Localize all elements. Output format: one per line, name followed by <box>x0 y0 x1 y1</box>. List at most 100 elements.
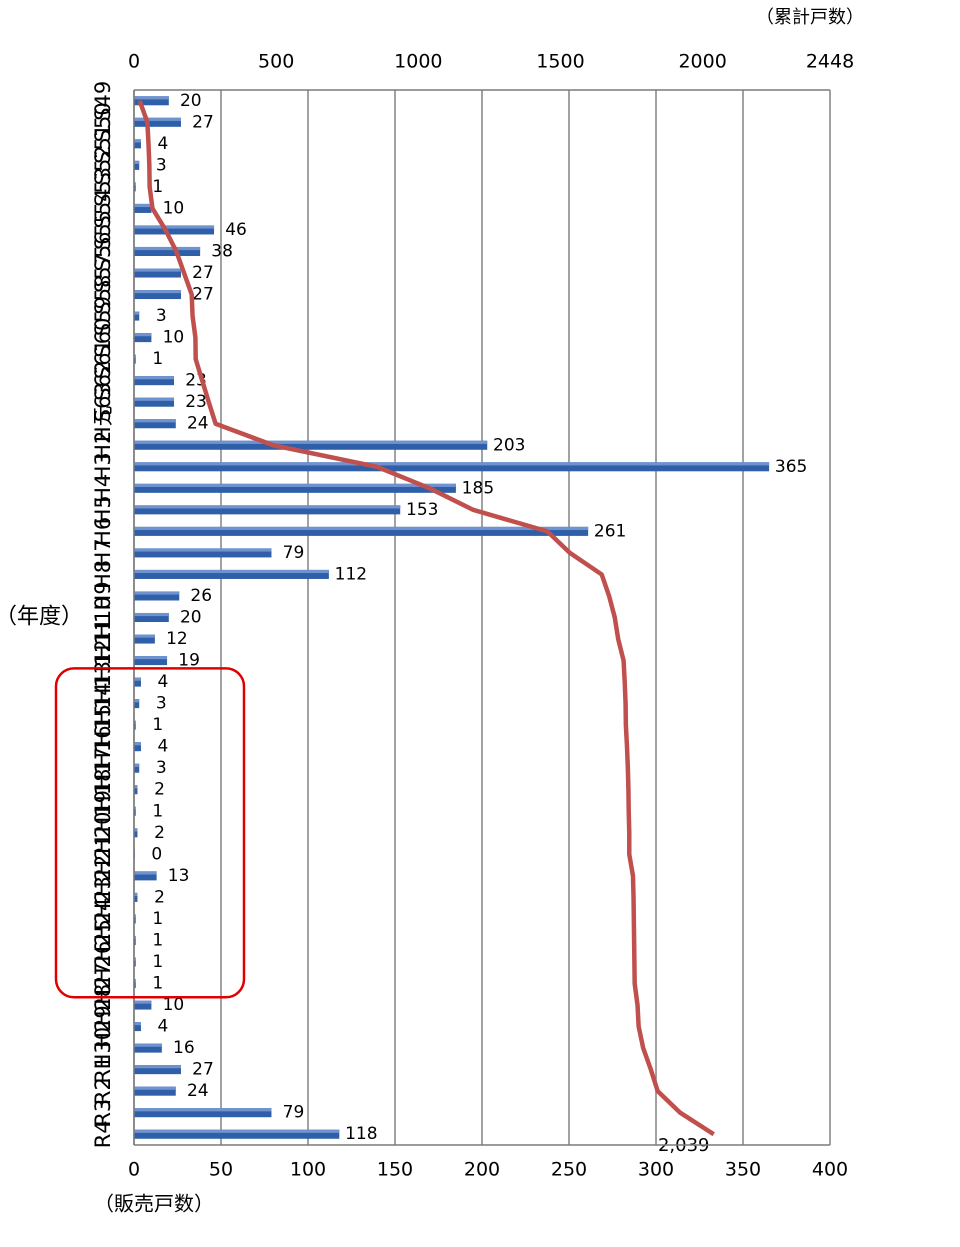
bar-highlight <box>134 483 456 487</box>
bar-highlight <box>134 440 488 444</box>
category-tick-label: S50 <box>91 102 115 142</box>
category-tick-label: H29 <box>91 1005 115 1048</box>
bar-highlight <box>134 333 152 337</box>
category-tick-label: H23 <box>91 876 115 919</box>
bar-data-label: 12 <box>166 629 188 649</box>
category-tick-labels: S49S50S51S52S53S54S55S56S57S58S59S60S61S… <box>91 81 115 1148</box>
bar-highlight <box>134 1108 272 1112</box>
bar-data-label: 13 <box>168 866 190 886</box>
category-tick-label: S60 <box>91 318 115 358</box>
bar-data-label: 261 <box>594 521 626 541</box>
bar-data-label: 79 <box>283 1103 305 1123</box>
bar-highlight <box>134 376 175 380</box>
bar-data-label: 10 <box>163 995 185 1015</box>
left-tick-label: 50 <box>209 1159 233 1181</box>
bar-data-label: 27 <box>192 285 214 305</box>
bar-data-label: 0 <box>151 844 162 864</box>
left-axis-tick-labels: 0 50 100 150 200 250 300 350 400 <box>128 1159 848 1181</box>
gridlines <box>133 90 831 1145</box>
category-tick-label: S55 <box>91 210 115 250</box>
bar-highlight <box>134 1022 141 1026</box>
bar-data-label: 203 <box>493 435 525 455</box>
category-tick-label: H3 <box>91 452 115 481</box>
category-tick-label: H21 <box>91 833 115 876</box>
category-tick-label: H6 <box>91 517 115 546</box>
left-tick-label: 200 <box>464 1159 500 1181</box>
category-tick-label: H28 <box>91 984 115 1027</box>
category-tick-label: S57 <box>91 253 115 293</box>
bar-highlight <box>133 892 138 897</box>
bar-data-label: 79 <box>283 543 305 563</box>
category-tick-label: H16 <box>91 725 115 768</box>
category-tick-label: R4 <box>91 1120 115 1148</box>
cumulative-line-series: 2,039 <box>137 100 715 1156</box>
category-tick-label: H4 <box>91 474 115 503</box>
bar-highlight <box>134 1129 340 1133</box>
right-tick-label: 2000 <box>678 51 726 73</box>
y-axis-title: （販売戸数） <box>94 1192 214 1216</box>
bar-highlight <box>133 591 180 595</box>
right-tick-label: 1500 <box>536 51 584 73</box>
bar-highlight <box>133 117 181 121</box>
category-tick-label: H10 <box>91 596 115 639</box>
bar-data-label: 4 <box>158 672 169 692</box>
bar-highlight <box>134 677 141 681</box>
category-tick-label: R2 <box>91 1077 115 1105</box>
category-tick-label: S58 <box>91 275 115 315</box>
right-tick-label: 1000 <box>394 51 442 73</box>
bar-data-label: 112 <box>335 564 367 584</box>
category-tick-label: S54 <box>91 188 115 228</box>
bar-data-label: 185 <box>462 478 494 498</box>
bar-highlight <box>134 526 589 531</box>
bar-highlight <box>134 634 155 638</box>
category-tick-label: H12 <box>91 639 115 682</box>
bar-data-label: 46 <box>225 220 247 240</box>
category-tick-label: S63 <box>91 382 115 422</box>
bar-data-label: 24 <box>187 414 209 434</box>
category-tick-label: S61 <box>91 339 115 379</box>
bar-highlight <box>133 785 138 789</box>
y2-axis-title: （累計戸数） <box>756 7 864 28</box>
bar-data-label: 1 <box>152 349 163 369</box>
line-end-label: 2,039 <box>658 1135 710 1156</box>
left-tick-label: 300 <box>638 1159 674 1181</box>
category-tick-label: H22 <box>91 855 115 898</box>
bar-data-label: 16 <box>173 1038 195 1058</box>
category-tick-label: H元 <box>91 405 115 442</box>
cumulative-line <box>137 100 715 1137</box>
right-tick-label: 2448 <box>806 51 854 73</box>
right-tick-label: 0 <box>128 51 140 73</box>
bar-highlight <box>133 268 181 272</box>
bar-data-label: 19 <box>178 651 200 671</box>
left-tick-label: 350 <box>725 1159 761 1181</box>
bar-data-label: 4 <box>158 134 169 154</box>
left-tick-label: 0 <box>128 1159 140 1181</box>
bar-data-label: 10 <box>163 198 185 218</box>
bar-data-label: 38 <box>211 241 233 261</box>
bar-highlight <box>133 612 169 617</box>
right-axis-tick-labels: 0 500 1000 1500 2000 2448 <box>128 51 854 73</box>
bar-data-label: 23 <box>185 392 207 412</box>
bar-data-label: 1 <box>152 177 163 197</box>
bar-data-label: 1 <box>152 715 163 735</box>
bar-data-label: 20 <box>180 608 202 628</box>
bar-highlight <box>133 1065 181 1069</box>
axes <box>133 89 830 1146</box>
highlight-box <box>54 667 246 999</box>
category-tick-label: S49 <box>91 81 115 121</box>
bar-data-label: 1 <box>152 952 163 972</box>
bar-data-label: 4 <box>158 737 169 757</box>
bar-highlight <box>134 569 329 574</box>
bar-data-label: 27 <box>192 1060 214 1080</box>
bar-data-label: 3 <box>156 306 167 326</box>
bar-data-label: 118 <box>345 1124 377 1144</box>
category-tick-label: H19 <box>91 790 115 833</box>
category-tick-label: H14 <box>91 682 115 725</box>
bar-highlight <box>134 1000 152 1004</box>
bar-highlight <box>133 160 140 165</box>
category-tick-label: H11 <box>91 618 115 661</box>
category-tick-label: H7 <box>91 538 115 567</box>
category-tick-label: H8 <box>91 560 115 589</box>
bar-data-label: 1 <box>152 801 163 821</box>
